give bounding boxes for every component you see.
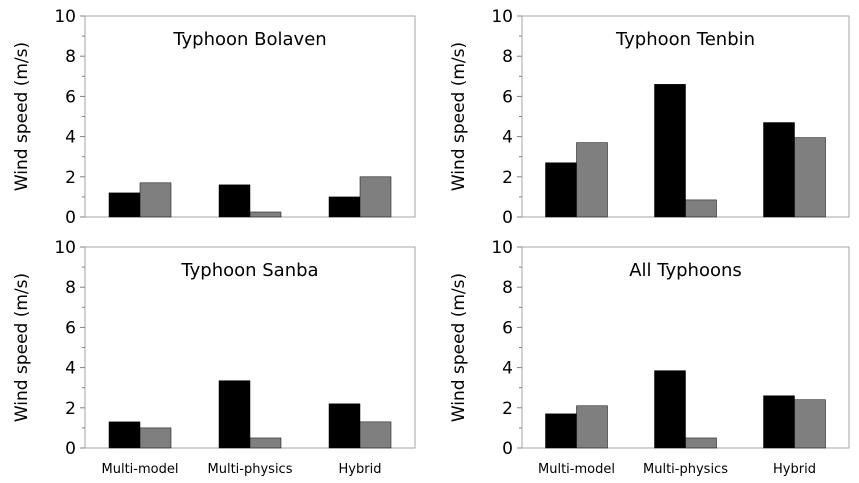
y-tick-label: 8 xyxy=(502,278,513,298)
bar-hybrid-1 xyxy=(328,403,361,449)
bar-multi-model-2 xyxy=(576,405,608,449)
bar-multi-model-1 xyxy=(108,192,141,218)
y-axis-label: Wind speed (m/s) xyxy=(12,42,32,191)
y-tick-label: 4 xyxy=(65,359,76,379)
y-tick-label: 10 xyxy=(54,7,76,27)
bar-hybrid-1 xyxy=(763,122,795,218)
y-tick-label: 10 xyxy=(491,238,513,258)
y-tick-label: 4 xyxy=(502,128,513,148)
x-tick-label: Multi-physics xyxy=(643,462,728,477)
bar-hybrid-1 xyxy=(763,395,795,449)
x-tick-label: Multi-model xyxy=(538,462,615,477)
bar-multi-physics-2 xyxy=(249,211,282,218)
bar-multi-physics-2 xyxy=(685,199,717,218)
bar-multi-physics-2 xyxy=(685,437,717,449)
y-tick-label: 0 xyxy=(65,439,76,459)
bar-multi-physics-1 xyxy=(218,380,251,449)
y-tick-label: 8 xyxy=(65,47,76,67)
y-tick-label: 0 xyxy=(502,439,513,459)
bar-hybrid-2 xyxy=(794,137,826,218)
x-tick-label: Hybrid xyxy=(339,462,382,477)
y-tick-label: 8 xyxy=(502,47,513,67)
bar-multi-physics-1 xyxy=(654,370,686,449)
bar-multi-model-1 xyxy=(545,162,577,218)
y-tick-label: 8 xyxy=(65,278,76,298)
y-tick-label: 2 xyxy=(502,168,513,188)
bar-multi-physics-1 xyxy=(654,84,686,218)
bar-multi-physics-1 xyxy=(218,184,251,218)
chart-panel-1: 0 2 4 6 8 10 Wind speed (m/s) Typhoon Bolaven xyxy=(12,7,416,228)
bar-multi-model-1 xyxy=(545,413,577,449)
bar-hybrid-2 xyxy=(359,176,392,218)
x-tick-label: Multi-physics xyxy=(208,462,293,477)
y-tick-label: 0 xyxy=(65,208,76,228)
y-tick-label: 10 xyxy=(54,238,76,258)
y-tick-label: 10 xyxy=(491,7,513,27)
x-tick-label: Multi-model xyxy=(102,462,179,477)
y-tick-label: 6 xyxy=(502,87,513,107)
x-tick-label: Hybrid xyxy=(773,462,816,477)
y-tick-label: 2 xyxy=(65,168,76,188)
y-tick-label: 6 xyxy=(65,318,76,338)
bar-multi-model-1 xyxy=(108,421,141,449)
bar-multi-physics-2 xyxy=(249,437,282,449)
y-axis-label: Wind speed (m/s) xyxy=(12,273,32,422)
bar-hybrid-2 xyxy=(359,421,392,449)
y-tick-label: 2 xyxy=(65,399,76,419)
bar-multi-model-2 xyxy=(576,142,608,218)
y-tick-label: 2 xyxy=(502,399,513,419)
bar-multi-model-2 xyxy=(139,427,172,449)
y-tick-label: 4 xyxy=(65,128,76,148)
y-axis-label: Wind speed (m/s) xyxy=(449,273,469,422)
chart-panel-3: 0 2 4 6 8 10 Wind speed (m/s) Typhoon Sanba Mult… xyxy=(12,238,416,477)
y-axis-label: Wind speed (m/s) xyxy=(449,42,469,191)
chart-title: All Typhoons xyxy=(629,260,742,281)
y-tick-label: 0 xyxy=(502,208,513,228)
y-tick-label: 6 xyxy=(65,87,76,107)
bar-hybrid-2 xyxy=(794,399,826,449)
y-tick-label: 4 xyxy=(502,359,513,379)
bar-hybrid-1 xyxy=(328,196,361,218)
chart-panel-4: 0 2 4 6 8 10 Wind speed (m/s) All Typhoons Multi… xyxy=(449,238,850,477)
bar-multi-model-2 xyxy=(139,182,172,218)
chart-title: Typhoon Tenbin xyxy=(615,29,755,50)
chart-title: Typhoon Bolaven xyxy=(172,29,326,50)
chart-panel-2: 0 2 4 6 8 10 Wind speed (m/s) Typhoon Tenbin xyxy=(449,7,850,228)
chart-title: Typhoon Sanba xyxy=(180,260,318,281)
y-tick-label: 6 xyxy=(502,318,513,338)
